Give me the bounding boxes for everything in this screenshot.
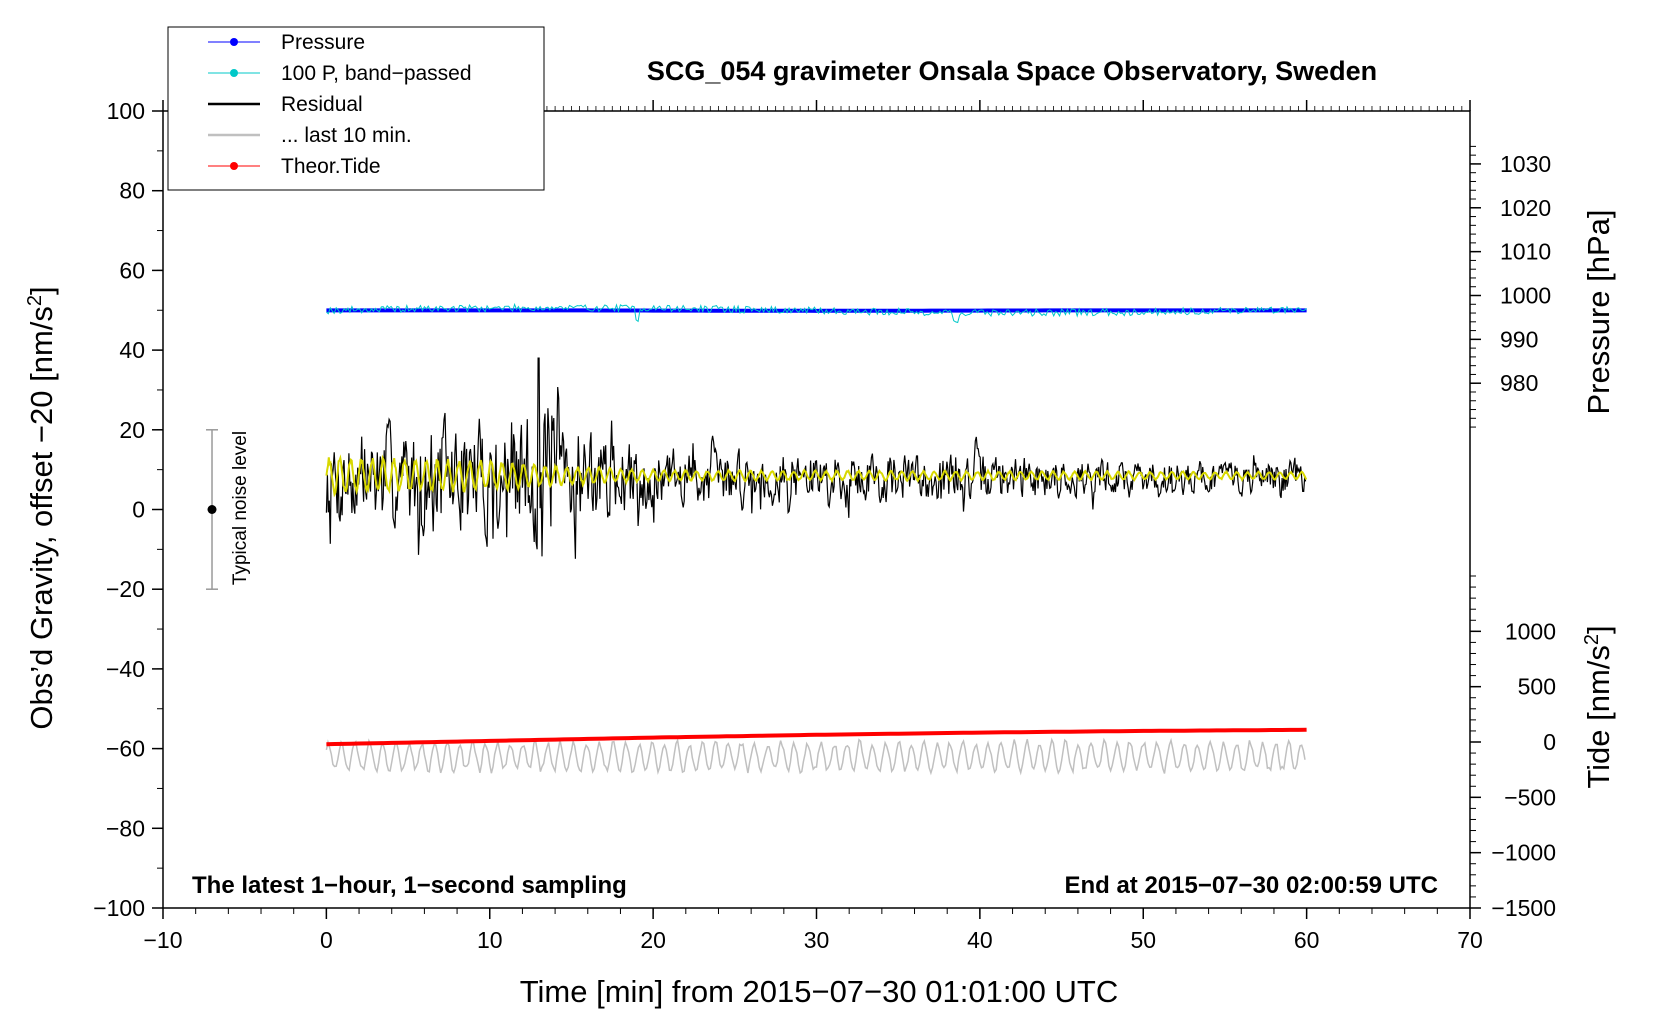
tide-tick-label: 0: [1543, 729, 1556, 755]
tide-axis-label-end: ]: [1581, 625, 1616, 634]
y-axis-label: Obs’d Gravity, offset −20 [nm/s2]: [24, 286, 59, 729]
y-tick-label: 0: [132, 497, 145, 523]
x-tick-label: −10: [143, 927, 182, 953]
legend-label: 100 P, band−passed: [281, 62, 472, 85]
annotation-left: The latest 1−hour, 1−second sampling: [192, 872, 627, 899]
tide-tick-label: −1000: [1491, 840, 1556, 866]
y-tick-label: 100: [107, 98, 145, 124]
series-line-tide: [326, 727, 1307, 747]
noise-level-label: Typical noise level: [230, 431, 251, 585]
series-line-last10: [325, 737, 1306, 776]
pressure-tick-label: 1030: [1500, 151, 1551, 177]
pressure-tick-label: 1020: [1500, 195, 1551, 221]
y-tick-label: 20: [119, 417, 145, 443]
plot-border: [162, 110, 1471, 909]
x-tick-label: 50: [1130, 927, 1156, 953]
x-tick-label: 40: [967, 927, 993, 953]
x-tick-label: 70: [1457, 927, 1483, 953]
legend-label: ... last 10 min.: [281, 124, 412, 147]
noise-bar-center: [207, 505, 217, 514]
series-line-residual: [325, 357, 1307, 559]
legend-swatch-marker: [230, 69, 238, 77]
tide-tick-label: −1500: [1491, 895, 1556, 921]
tide-tick-label: 500: [1518, 674, 1556, 700]
tide-axis-label: Tide [nm/s2]: [1581, 625, 1616, 788]
y-axis-label-end: ]: [24, 286, 59, 295]
text-annotations: SCG_054 gravimeter Onsala Space Observat…: [24, 56, 1616, 1009]
chart-title: SCG_054 gravimeter Onsala Space Observat…: [647, 56, 1377, 86]
y-tick-label: 80: [119, 178, 145, 204]
y-tick-label: 60: [119, 257, 145, 283]
x-tick-label: 0: [320, 927, 333, 953]
tide-tick-label: −500: [1504, 784, 1556, 810]
legend: Pressure 100 P, band−passed Residual ... la…: [167, 26, 545, 191]
y-tick-label: −20: [106, 576, 145, 602]
legend-label: Pressure: [281, 31, 365, 54]
plot-frame: [162, 110, 1471, 909]
legend-box: [167, 26, 545, 191]
pressure-tick-label: 980: [1500, 370, 1538, 396]
pressure-tick-label: 1010: [1500, 239, 1551, 265]
x-axis-label: Time [min] from 2015−07−30 01:01:00 UTC: [520, 974, 1119, 1009]
y-tick-label: −80: [106, 815, 145, 841]
pressure-tick-label: 1000: [1500, 283, 1551, 309]
y-tick-label: −40: [106, 656, 145, 682]
axis-ticks: [152, 100, 1481, 919]
y-tick-label: −60: [106, 736, 145, 762]
annotation-right: End at 2015−07−30 02:00:59 UTC: [1064, 872, 1438, 899]
pressure-axis-label: Pressure [hPa]: [1581, 209, 1616, 414]
tide-axis-label-main: Tide [nm/s: [1581, 645, 1616, 789]
y-axis-label-main: Obs’d Gravity, offset −20 [nm/s: [24, 306, 59, 730]
tide-axis-label-sup: 2: [1581, 634, 1603, 645]
y-tick-label: 40: [119, 337, 145, 363]
legend-swatch-marker: [230, 162, 238, 170]
x-tick-label: 30: [804, 927, 830, 953]
series-group: [206, 302, 1308, 776]
y-tick-label: −100: [93, 895, 145, 921]
legend-label: Residual: [281, 93, 363, 116]
series-line-filtered: [325, 454, 1308, 498]
x-tick-label: 60: [1294, 927, 1320, 953]
legend-swatch-marker: [230, 38, 238, 46]
legend-label: Theor.Tide: [281, 155, 381, 178]
y-axis-label-sup: 2: [24, 295, 46, 306]
tide-tick-label: 1000: [1505, 618, 1556, 644]
pressure-tick-label: 990: [1500, 326, 1538, 352]
axis-labels: −10 0 10 20 30 40 50 60 70−100−80−60−40−20020406…: [93, 98, 1556, 953]
series-line-bandpassed: [326, 302, 1307, 324]
x-tick-label: 20: [640, 927, 666, 953]
x-tick-label: 10: [477, 927, 503, 953]
